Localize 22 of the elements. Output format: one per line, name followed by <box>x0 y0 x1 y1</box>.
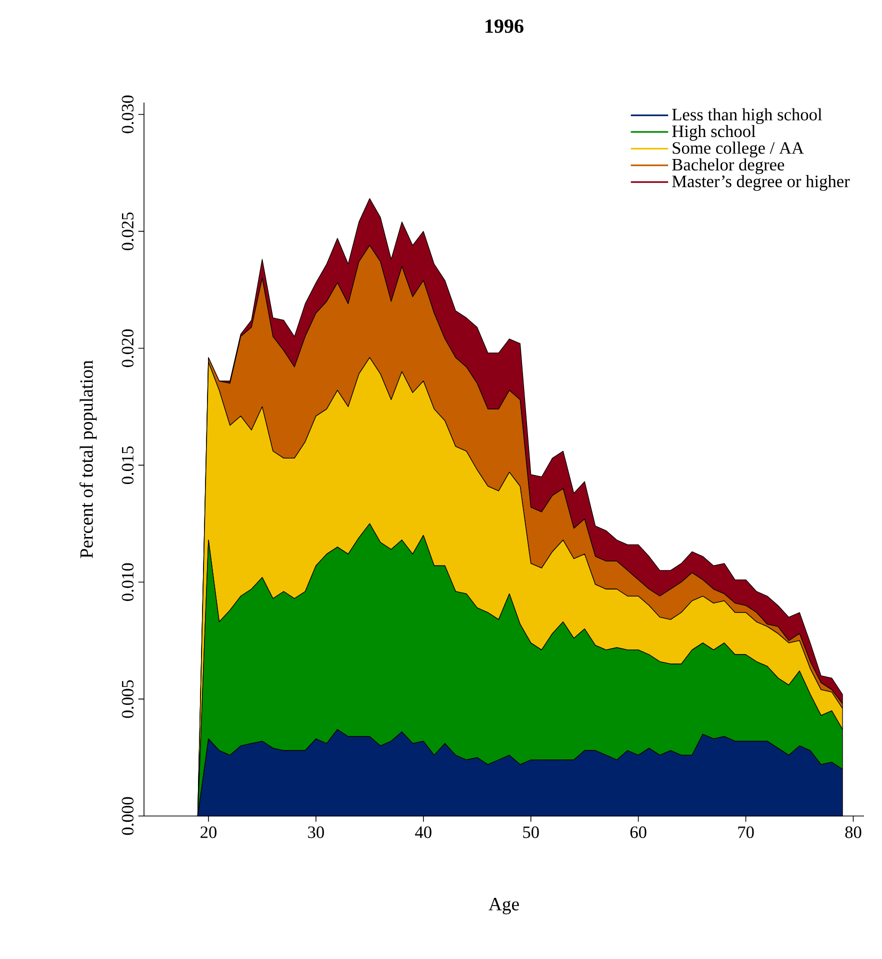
y-axis-title: Percent of total population <box>80 360 97 558</box>
y-tick-label: 0.010 <box>122 563 134 601</box>
x-tick-label: 70 <box>738 826 754 838</box>
legend-label: Less than high school <box>672 108 822 124</box>
x-tick-label: 30 <box>308 826 324 838</box>
y-tick-label: 0.030 <box>122 96 134 134</box>
y-tick-label: 0.025 <box>122 212 134 250</box>
x-tick-label: 20 <box>200 826 216 838</box>
y-tick-label: 0.000 <box>122 797 134 835</box>
legend-label: Master’s degree or higher <box>672 175 850 191</box>
x-tick-label: 60 <box>630 826 646 838</box>
x-tick-label: 50 <box>523 826 539 838</box>
y-tick-label: 0.020 <box>122 329 134 368</box>
legend-label: Some college / AA <box>672 142 804 158</box>
y-tick-label: 0.015 <box>122 446 134 484</box>
x-tick-label: 80 <box>845 826 862 838</box>
x-tick-label: 40 <box>415 826 432 838</box>
x-axis-title: Age <box>488 898 519 914</box>
legend-label: High school <box>672 124 756 141</box>
y-tick-label: 0.005 <box>122 680 134 718</box>
chart-title: 1996 <box>486 19 524 33</box>
legend-label: Bachelor degree <box>672 158 784 174</box>
